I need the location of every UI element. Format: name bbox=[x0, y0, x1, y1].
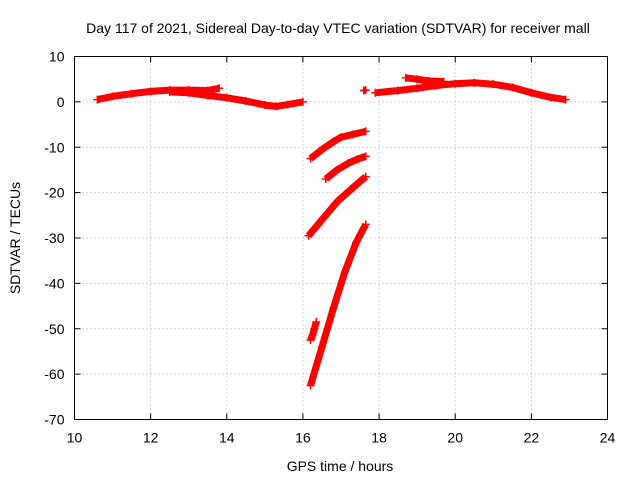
data-point bbox=[317, 215, 326, 224]
data-point bbox=[340, 268, 349, 277]
data-point bbox=[361, 172, 370, 181]
data-point bbox=[424, 77, 433, 86]
data-point bbox=[451, 79, 460, 88]
data-point bbox=[413, 75, 422, 84]
data-point bbox=[348, 130, 357, 139]
data-point bbox=[146, 87, 155, 96]
x-tick-label: 10 bbox=[67, 430, 83, 446]
data-point bbox=[203, 91, 212, 100]
x-tick-label: 14 bbox=[219, 430, 235, 446]
x-tick-label: 20 bbox=[447, 430, 463, 446]
data-point bbox=[361, 152, 370, 161]
data-point bbox=[470, 78, 479, 87]
data-point bbox=[333, 165, 342, 174]
data-point bbox=[401, 73, 410, 82]
data-point bbox=[312, 317, 321, 326]
data-point bbox=[329, 304, 338, 313]
data-point bbox=[489, 80, 498, 89]
data-point bbox=[283, 100, 292, 109]
x-tick-label: 24 bbox=[600, 430, 616, 446]
series-trace-arc-9 bbox=[307, 222, 369, 387]
y-tick-label: -10 bbox=[44, 139, 64, 155]
data-point bbox=[361, 127, 370, 136]
data-point bbox=[361, 86, 370, 95]
data-point bbox=[108, 92, 117, 101]
data-point bbox=[352, 238, 361, 247]
data-point bbox=[241, 96, 250, 105]
y-tick-label: -60 bbox=[44, 366, 64, 382]
y-axis-label: SDTVAR / TECUs bbox=[7, 182, 23, 294]
data-point bbox=[354, 155, 363, 164]
data-point bbox=[127, 89, 136, 98]
data-point bbox=[394, 86, 403, 95]
data-point bbox=[222, 93, 231, 102]
data-point bbox=[304, 231, 313, 240]
data-point bbox=[361, 220, 370, 229]
data-point bbox=[546, 93, 555, 102]
data-point bbox=[333, 197, 342, 206]
data-point bbox=[298, 97, 307, 106]
y-tick-label: 0 bbox=[57, 94, 65, 110]
data-point bbox=[371, 88, 380, 97]
series-trace-arc-4 bbox=[374, 79, 567, 104]
series-trace-arc-6 bbox=[308, 127, 367, 162]
data-point bbox=[272, 102, 281, 111]
data-point bbox=[337, 133, 345, 142]
data-point bbox=[260, 101, 269, 110]
data-point bbox=[215, 84, 224, 93]
data-point bbox=[317, 145, 326, 154]
series-trace-arc-8 bbox=[305, 174, 368, 238]
plot-frame bbox=[74, 56, 608, 420]
data-series bbox=[93, 73, 570, 390]
data-point bbox=[439, 77, 448, 86]
data-point bbox=[184, 88, 193, 97]
data-point bbox=[308, 331, 317, 340]
x-tick-label: 18 bbox=[371, 430, 387, 446]
y-tick-label: -50 bbox=[44, 321, 64, 337]
data-point bbox=[310, 324, 319, 333]
x-axis-label: GPS time / hours bbox=[287, 458, 394, 474]
data-point bbox=[527, 88, 536, 97]
series-trace-arc-2 bbox=[169, 88, 304, 110]
data-point bbox=[317, 342, 326, 351]
y-tick-label: -70 bbox=[44, 412, 64, 428]
x-tick-label: 22 bbox=[524, 430, 540, 446]
data-point bbox=[508, 83, 517, 92]
x-tick-label: 12 bbox=[143, 430, 159, 446]
data-point bbox=[344, 159, 353, 168]
data-point bbox=[321, 175, 330, 184]
data-point bbox=[561, 95, 570, 104]
data-point bbox=[306, 336, 315, 345]
data-point bbox=[413, 84, 422, 93]
data-point bbox=[329, 137, 338, 146]
y-tick-label: -20 bbox=[44, 185, 64, 201]
series-trace-arc-10 bbox=[307, 320, 320, 342]
data-point bbox=[306, 381, 315, 390]
series-trace-arc-5 bbox=[405, 74, 444, 85]
data-point bbox=[93, 95, 102, 104]
x-tick-label: 16 bbox=[295, 430, 311, 446]
y-tick-label: -30 bbox=[44, 230, 64, 246]
y-tick-label: -40 bbox=[44, 275, 64, 291]
data-point bbox=[306, 154, 315, 163]
y-axis-ticks: 10 0 -10 -20 -30 -40 -50 -60 -70 bbox=[44, 49, 608, 428]
data-point bbox=[165, 87, 174, 96]
data-point bbox=[348, 184, 357, 193]
grid-lines bbox=[74, 56, 608, 420]
chart-title: Day 117 of 2021, Sidereal Day-to-day VTE… bbox=[86, 20, 590, 36]
y-tick-label: 10 bbox=[49, 49, 65, 65]
x-axis-ticks: 10 12 14 16 18 20 22 24 bbox=[67, 56, 616, 446]
